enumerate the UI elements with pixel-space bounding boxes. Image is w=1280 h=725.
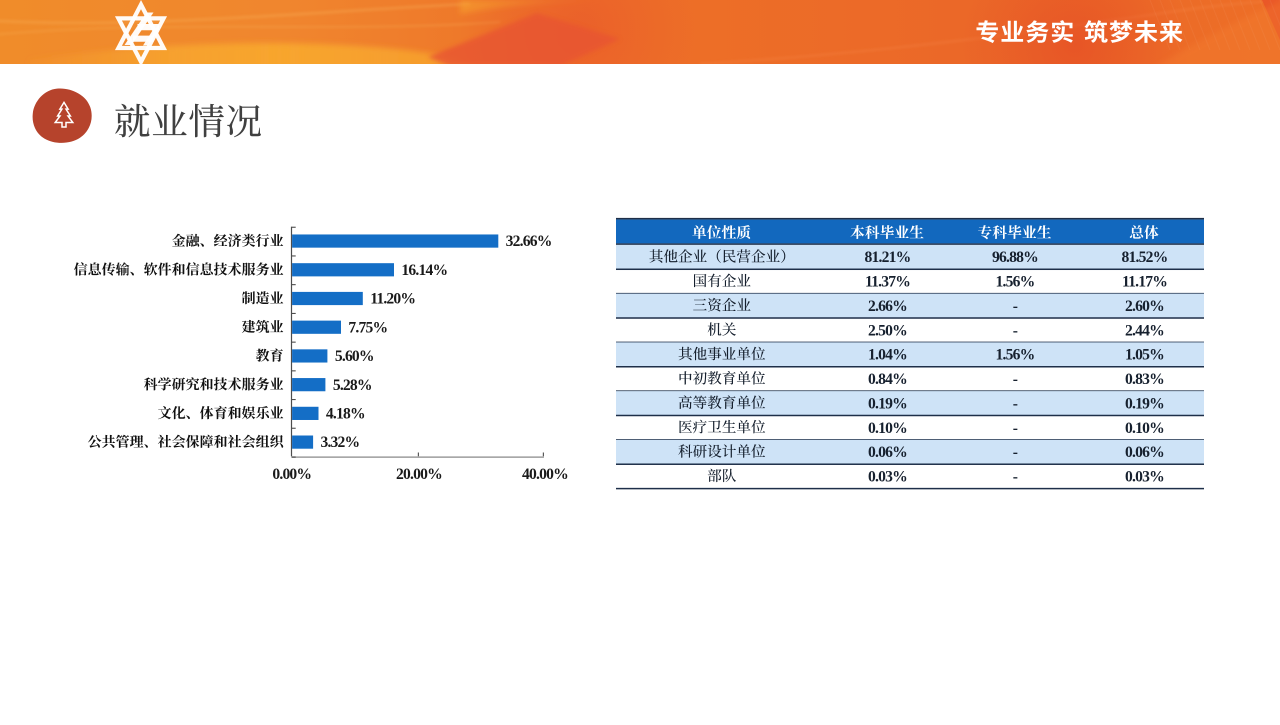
svg-text:0.19%: 0.19% bbox=[868, 395, 907, 412]
svg-text:-: - bbox=[1013, 444, 1018, 461]
svg-text:1.05%: 1.05% bbox=[1125, 347, 1164, 364]
svg-text:0.03%: 0.03% bbox=[1125, 469, 1164, 486]
svg-text:0.10%: 0.10% bbox=[868, 420, 907, 437]
svg-text:1.04%: 1.04% bbox=[868, 347, 907, 364]
svg-text:2.66%: 2.66% bbox=[868, 298, 907, 315]
svg-text:0.06%: 0.06% bbox=[868, 444, 907, 461]
svg-text:2.44%: 2.44% bbox=[1125, 322, 1164, 339]
svg-text:-: - bbox=[1013, 298, 1018, 315]
svg-text:7.75%: 7.75% bbox=[348, 319, 387, 336]
svg-text:0.83%: 0.83% bbox=[1125, 371, 1164, 388]
svg-text:40.00%: 40.00% bbox=[522, 466, 568, 483]
svg-text:-: - bbox=[1013, 420, 1018, 437]
svg-text:-: - bbox=[1013, 371, 1018, 388]
svg-text:0.10%: 0.10% bbox=[1125, 420, 1164, 437]
svg-text:20.00%: 20.00% bbox=[396, 466, 442, 483]
svg-text:0.00%: 0.00% bbox=[272, 466, 311, 483]
svg-text:11.17%: 11.17% bbox=[1122, 274, 1167, 291]
svg-text:16.14%: 16.14% bbox=[401, 262, 447, 279]
svg-text:96.88%: 96.88% bbox=[992, 249, 1038, 266]
svg-text:0.06%: 0.06% bbox=[1125, 444, 1164, 461]
svg-text:-: - bbox=[1013, 395, 1018, 412]
svg-text:5.60%: 5.60% bbox=[335, 348, 374, 365]
svg-text:32.66%: 32.66% bbox=[506, 233, 552, 250]
svg-text:0.19%: 0.19% bbox=[1125, 395, 1164, 412]
svg-text:2.60%: 2.60% bbox=[1125, 298, 1164, 315]
svg-text:4.18%: 4.18% bbox=[326, 405, 365, 422]
svg-text:81.21%: 81.21% bbox=[865, 249, 911, 266]
svg-text:3.32%: 3.32% bbox=[320, 434, 359, 451]
svg-text:2.50%: 2.50% bbox=[868, 322, 907, 339]
svg-text:-: - bbox=[1013, 469, 1018, 486]
svg-text:0.84%: 0.84% bbox=[868, 371, 907, 388]
svg-text:5.28%: 5.28% bbox=[333, 377, 372, 394]
svg-text:11.37%: 11.37% bbox=[865, 274, 910, 291]
svg-text:11.20%: 11.20% bbox=[370, 291, 415, 308]
svg-text:1.56%: 1.56% bbox=[996, 347, 1035, 364]
svg-text:0.03%: 0.03% bbox=[868, 469, 907, 486]
svg-text:1.56%: 1.56% bbox=[996, 274, 1035, 291]
svg-text:81.52%: 81.52% bbox=[1122, 249, 1168, 266]
svg-text:-: - bbox=[1013, 322, 1018, 339]
